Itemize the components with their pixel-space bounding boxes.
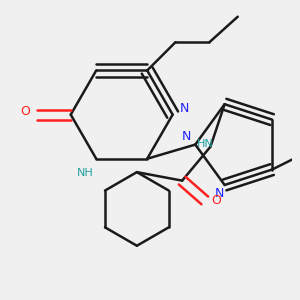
- Text: O: O: [211, 194, 221, 207]
- Text: N: N: [214, 187, 224, 200]
- Text: NH: NH: [76, 168, 93, 178]
- Text: N: N: [179, 103, 189, 116]
- Text: HN: HN: [196, 139, 213, 149]
- Text: O: O: [20, 105, 30, 118]
- Text: N: N: [182, 130, 191, 142]
